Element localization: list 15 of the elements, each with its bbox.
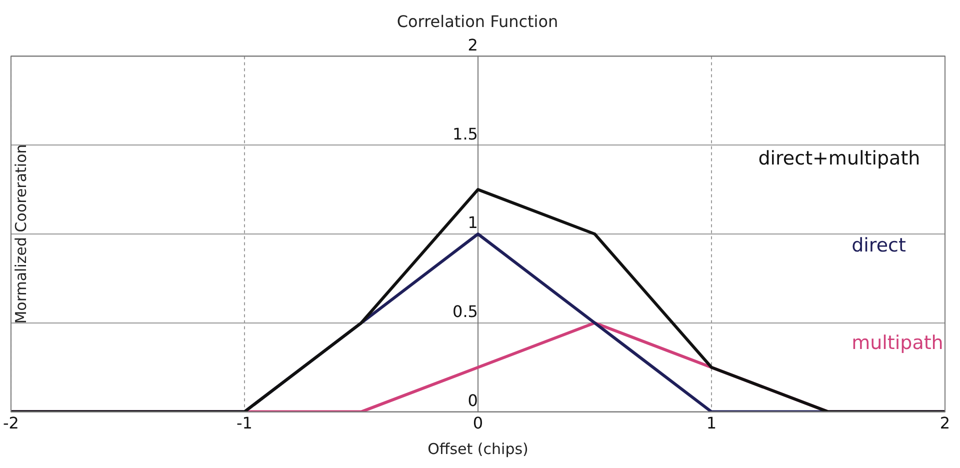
y-tick-label: 1.5 (452, 124, 478, 144)
x-axis-title: Offset (chips) (428, 440, 528, 458)
x-tick-label: 1 (706, 414, 717, 433)
y-tick-label: 0.5 (452, 302, 478, 322)
x-tick-label: -1 (236, 414, 252, 433)
text: multipath (852, 332, 944, 354)
text: direct (852, 234, 906, 256)
y-axis-title: Mormalized Cooreration (12, 144, 30, 324)
x-tick-label: 2 (940, 414, 950, 433)
y-tick-label: 2 (468, 35, 478, 54)
x-tick-label: -2 (3, 414, 19, 433)
y-tick-label: 0 (468, 390, 478, 410)
text: direct+multipath (758, 147, 920, 170)
chart-title: Correlation Function (396, 12, 558, 31)
y-tick-label: 1 (468, 213, 478, 232)
